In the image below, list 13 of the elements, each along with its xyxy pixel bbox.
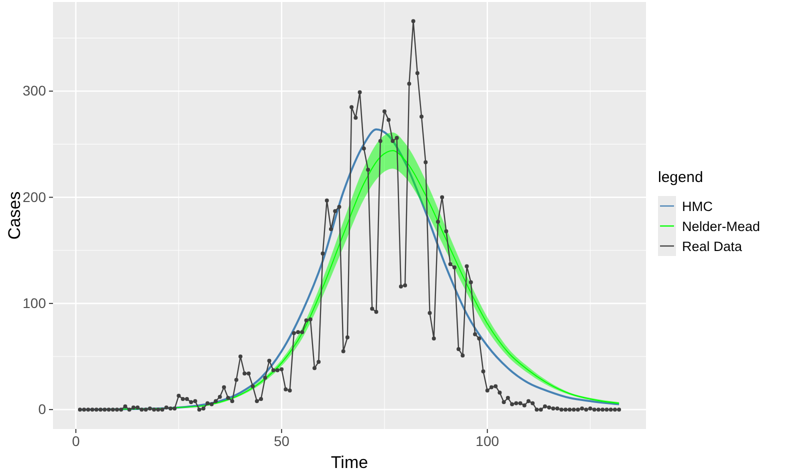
- x-axis-title: Time: [330, 453, 368, 472]
- y-tick-label: 200: [22, 188, 46, 205]
- legend-label: Real Data: [682, 239, 743, 254]
- legend-label: Nelder-Mead: [682, 219, 760, 234]
- legend-label: HMC: [682, 199, 713, 214]
- y-tick-label: 0: [38, 401, 46, 418]
- y-tick-label: 300: [22, 82, 46, 99]
- x-tick-label: 0: [72, 432, 80, 449]
- x-tick-label: 100: [476, 432, 500, 449]
- y-axis-title: Cases: [5, 191, 24, 240]
- legend-title: legend: [658, 169, 704, 186]
- x-tick-label: 50: [274, 432, 290, 449]
- y-tick-label: 100: [22, 294, 46, 311]
